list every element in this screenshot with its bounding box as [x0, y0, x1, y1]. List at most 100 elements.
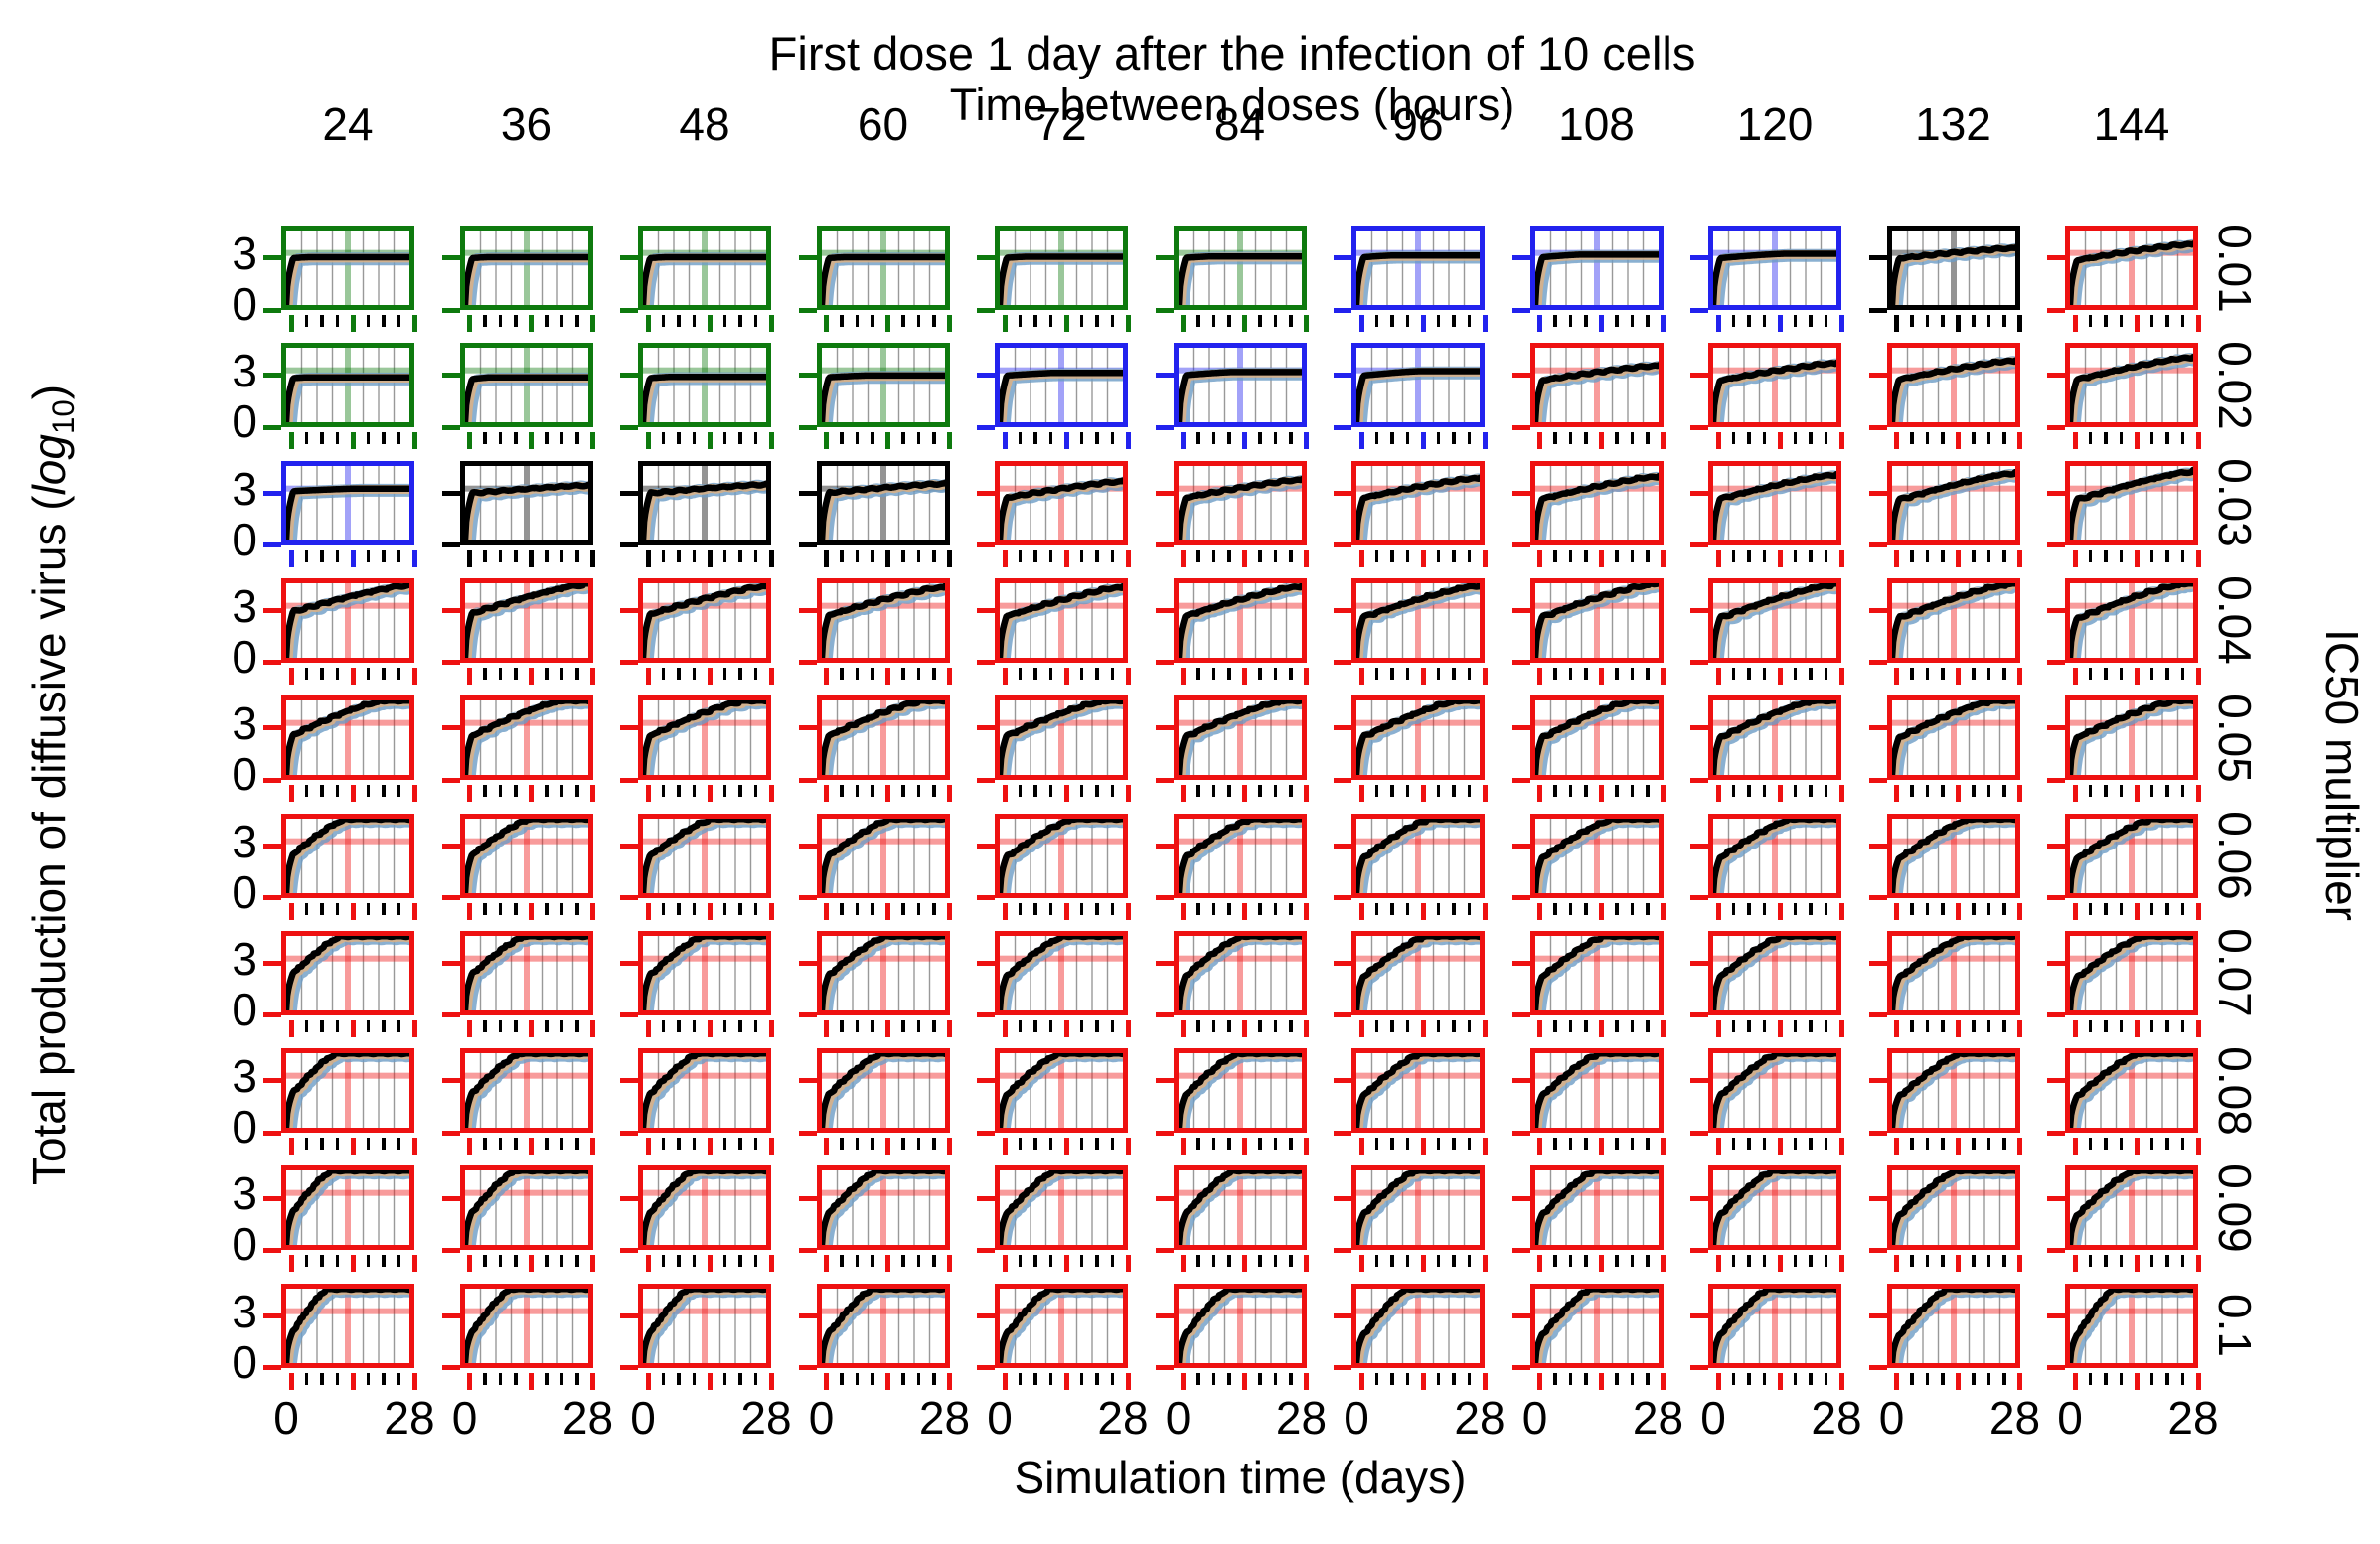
x-minor-tick	[1809, 432, 1813, 445]
y-major-tick	[1155, 424, 1174, 430]
subplot-r5-c132	[1868, 695, 2022, 803]
x-major-tick	[590, 1019, 595, 1037]
x-minor-tick	[871, 432, 874, 445]
y-major-tick	[263, 373, 281, 379]
x-minor-tick	[366, 315, 371, 327]
x-minor-tick	[545, 1372, 549, 1385]
x-minor-tick	[483, 1019, 487, 1032]
x-minor-tick	[1568, 1255, 1573, 1268]
subplot-r3-c72	[977, 460, 1131, 567]
y-major-tick	[441, 660, 460, 666]
x-minor-tick	[483, 432, 487, 445]
x-minor-tick	[2002, 1372, 2006, 1385]
y-major-tick	[1155, 843, 1174, 849]
x-minor-tick	[692, 1019, 697, 1032]
x-minor-tick	[661, 667, 666, 680]
x-minor-tick	[855, 315, 860, 327]
y-major-tick	[441, 725, 460, 731]
x-minor-tick	[1390, 1372, 1394, 1385]
x-major-tick	[1420, 432, 1426, 450]
x-minor-tick	[1747, 1372, 1751, 1385]
x-minor-tick	[1615, 902, 1619, 915]
x-minor-tick	[753, 667, 758, 680]
x-major-tick	[411, 667, 417, 685]
x-major-tick	[885, 315, 890, 332]
x-minor-tick	[1584, 549, 1588, 562]
x-minor-tick	[1079, 432, 1084, 445]
x-major-tick	[707, 1255, 713, 1273]
y-major-tick	[1690, 542, 1708, 548]
x-minor-tick	[1211, 1138, 1216, 1151]
x-minor-tick	[1289, 1138, 1293, 1151]
x-minor-tick	[1553, 902, 1557, 915]
x-minor-tick	[1048, 1372, 1053, 1385]
x-major-tick	[411, 432, 417, 450]
x-minor-tick	[1018, 1372, 1023, 1385]
y-major-tick	[1690, 777, 1708, 783]
x-minor-tick	[661, 549, 666, 562]
x-minor-tick	[1452, 315, 1456, 327]
subplot-r3-c60	[798, 460, 952, 567]
y-major-tick	[1690, 490, 1708, 496]
x-minor-tick	[498, 667, 503, 680]
x-minor-tick	[1630, 902, 1635, 915]
y-major-tick	[1690, 1312, 1708, 1318]
x-minor-tick	[692, 667, 697, 680]
x-minor-tick	[2165, 432, 2169, 445]
x-minor-tick	[722, 315, 727, 327]
y-major-tick	[1155, 960, 1174, 966]
x-minor-tick	[366, 667, 371, 680]
x-major-tick	[2072, 902, 2078, 920]
column-header: 96	[1392, 98, 1444, 150]
y-major-tick	[441, 608, 460, 614]
x-minor-tick	[1095, 315, 1099, 327]
y-major-tick	[1334, 660, 1351, 666]
x-minor-tick	[2149, 1372, 2154, 1385]
x-minor-tick	[1079, 549, 1084, 562]
x-major-tick	[350, 1019, 356, 1037]
y-tick-label: 0	[232, 278, 257, 330]
y-major-tick	[1334, 960, 1351, 966]
x-major-tick	[2017, 902, 2022, 920]
y-tick-label: 0	[232, 865, 257, 918]
x-minor-tick	[1452, 549, 1456, 562]
x-minor-tick	[1584, 785, 1588, 798]
x-major-tick	[1537, 1255, 1542, 1273]
x-major-tick	[824, 315, 829, 332]
subplot-r7-c24	[263, 930, 417, 1037]
y-major-tick	[1690, 1012, 1708, 1018]
x-minor-tick	[397, 1019, 401, 1032]
x-minor-tick	[901, 1019, 905, 1032]
x-minor-tick	[1110, 549, 1115, 562]
subplot-r6-c24	[263, 813, 417, 920]
x-major-tick	[1063, 785, 1069, 803]
x-minor-tick	[1452, 667, 1456, 680]
x-minor-tick	[1258, 315, 1262, 327]
y-major-tick	[1868, 542, 1887, 548]
x-minor-tick	[397, 902, 401, 915]
y-major-tick	[1868, 660, 1887, 666]
x-major-tick	[1002, 315, 1008, 332]
y-major-tick	[1868, 1312, 1887, 1318]
x-major-tick	[1181, 549, 1186, 567]
x-minor-tick	[661, 1138, 666, 1151]
x-minor-tick	[1467, 785, 1472, 798]
x-minor-tick	[901, 902, 905, 915]
y-tick-label: 0	[232, 1101, 257, 1154]
x-minor-tick	[1258, 432, 1262, 445]
x-tick-label: 0	[1165, 1391, 1191, 1444]
x-minor-tick	[2149, 1255, 2154, 1268]
x-major-tick	[411, 1019, 417, 1037]
y-major-tick	[441, 424, 460, 430]
x-minor-tick	[335, 1138, 340, 1151]
x-minor-tick	[1048, 1019, 1053, 1032]
y-major-tick	[1511, 1312, 1530, 1318]
y-major-tick	[2047, 255, 2065, 261]
x-major-tick	[2017, 549, 2022, 567]
x-major-tick	[1894, 1138, 1899, 1156]
y-major-tick	[1334, 895, 1351, 900]
x-major-tick	[1894, 1255, 1899, 1273]
y-major-tick	[798, 255, 817, 261]
x-minor-tick	[2088, 549, 2093, 562]
y-major-tick	[1155, 307, 1174, 313]
